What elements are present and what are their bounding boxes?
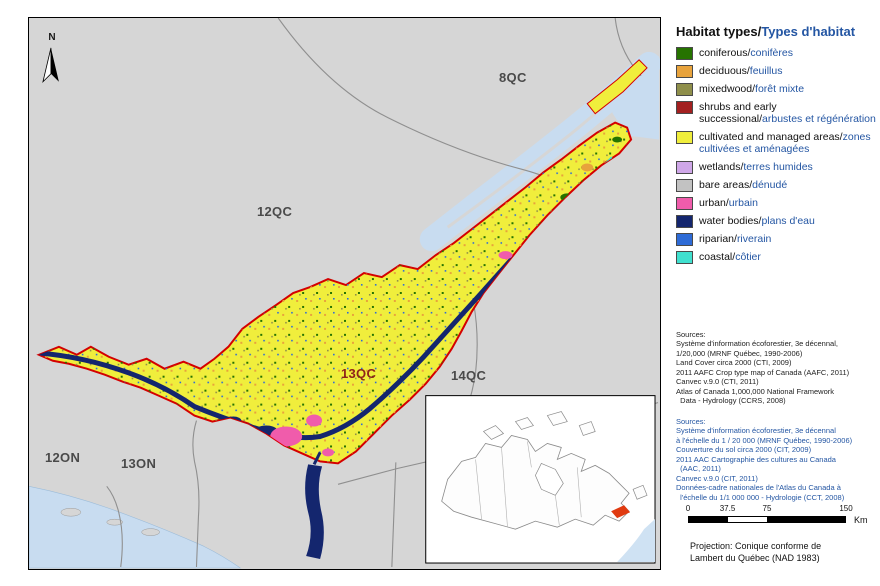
legend-label: urban/urbain bbox=[699, 196, 758, 209]
north-arrow-icon bbox=[42, 47, 59, 84]
north-label: N bbox=[48, 32, 56, 43]
projection-note: Projection: Conique conforme de Lambert … bbox=[690, 541, 822, 563]
sources-french: Sources: Système d'information écoforest… bbox=[676, 417, 876, 502]
scale-tick-label: 0 bbox=[685, 504, 691, 513]
legend-swatch bbox=[676, 101, 693, 114]
sources-english: Sources: Système d'information écoforest… bbox=[676, 330, 876, 406]
scale-segment bbox=[689, 517, 728, 522]
legend-swatch bbox=[676, 196, 693, 210]
legend-swatch bbox=[676, 178, 693, 192]
sources-fr-lines: Système d'information écoforestier, 3e d… bbox=[676, 426, 853, 502]
scale-bar-graphic bbox=[688, 516, 846, 523]
legend-item: bare areas/dénudé bbox=[676, 178, 878, 192]
legend-panel: Habitat types/Types d'habitat coniferous… bbox=[674, 0, 880, 586]
scale-unit: Km bbox=[854, 515, 868, 525]
legend-swatch bbox=[676, 130, 693, 144]
legend-items: coniferous/conifères deciduous/feuillus mi… bbox=[676, 47, 878, 269]
legend-title-fr: Types d'habitat bbox=[761, 24, 856, 39]
legend-item: riparian/riverain bbox=[676, 232, 878, 246]
inset-province-lines bbox=[475, 441, 582, 528]
sources-en-lines: Système d'information écoforestier, 3e d… bbox=[676, 339, 850, 406]
map: 8QC 12QC 13QC 14QC 12ON 13ON N bbox=[28, 17, 661, 570]
scale-segment bbox=[767, 517, 845, 522]
scale-bar: 0 37.5 75 150 Km bbox=[685, 504, 868, 530]
inset-map bbox=[425, 395, 656, 564]
sources-fr-heading: Sources: bbox=[676, 417, 706, 426]
legend-item: water bodies/plans d'eau bbox=[676, 214, 878, 228]
scale-tick-label: 75 bbox=[762, 504, 772, 513]
legend-swatch bbox=[676, 83, 693, 96]
legend-item: coastal/côtier bbox=[676, 250, 878, 264]
legend-item: wetlands/terres humides bbox=[676, 160, 878, 174]
legend-label: cultivated and managed areas/zones culti… bbox=[699, 130, 871, 156]
legend-label: riparian/riverain bbox=[699, 232, 772, 245]
legend-title: Habitat types/Types d'habitat bbox=[676, 24, 855, 39]
scale-tick-label: 37.5 bbox=[719, 504, 736, 513]
legend-swatch bbox=[676, 214, 693, 228]
legend-label: shrubs and early successional/arbustes e… bbox=[699, 101, 876, 126]
legend-item: coniferous/conifères bbox=[676, 47, 878, 60]
legend-title-en: Habitat types/ bbox=[676, 24, 762, 39]
legend-swatch bbox=[676, 47, 693, 60]
lake-champlain bbox=[305, 451, 324, 560]
north-shore-strip bbox=[586, 59, 648, 115]
legend-label: coastal/côtier bbox=[699, 250, 761, 263]
lake-ontario-water bbox=[29, 485, 242, 569]
legend-swatch bbox=[676, 250, 693, 264]
scale-segment bbox=[728, 517, 767, 522]
legend-label: wetlands/terres humides bbox=[699, 160, 813, 173]
legend-item: urban/urbain bbox=[676, 196, 878, 210]
scale-bar-labels: 0 37.5 75 150 bbox=[685, 504, 853, 514]
legend-label: coniferous/conifères bbox=[699, 47, 793, 59]
inset-arctic-islands bbox=[482, 411, 648, 500]
legend-item: shrubs and early successional/arbustes e… bbox=[676, 101, 878, 126]
legend-item: mixedwood/forêt mixte bbox=[676, 83, 878, 96]
inset-canada-outline bbox=[441, 435, 630, 530]
map-graphic bbox=[29, 18, 660, 569]
inset-study-area bbox=[611, 505, 631, 519]
scale-tick-label: 150 bbox=[839, 504, 853, 513]
legend-swatch bbox=[676, 160, 693, 174]
legend-swatch bbox=[676, 65, 693, 78]
legend-label: deciduous/feuillus bbox=[699, 65, 783, 77]
legend-item: cultivated and managed areas/zones culti… bbox=[676, 130, 878, 156]
urban-quebec-city bbox=[498, 251, 513, 260]
legend-label: water bodies/plans d'eau bbox=[699, 214, 815, 227]
legend-item: deciduous/feuillus bbox=[676, 65, 878, 78]
legend-swatch bbox=[676, 232, 693, 246]
sources-en-heading: Sources: bbox=[676, 330, 706, 339]
legend-label: mixedwood/forêt mixte bbox=[699, 83, 805, 95]
st-lawrence-river bbox=[38, 255, 516, 441]
inset-atlantic bbox=[617, 519, 656, 563]
legend-label: bare areas/dénudé bbox=[699, 178, 788, 191]
